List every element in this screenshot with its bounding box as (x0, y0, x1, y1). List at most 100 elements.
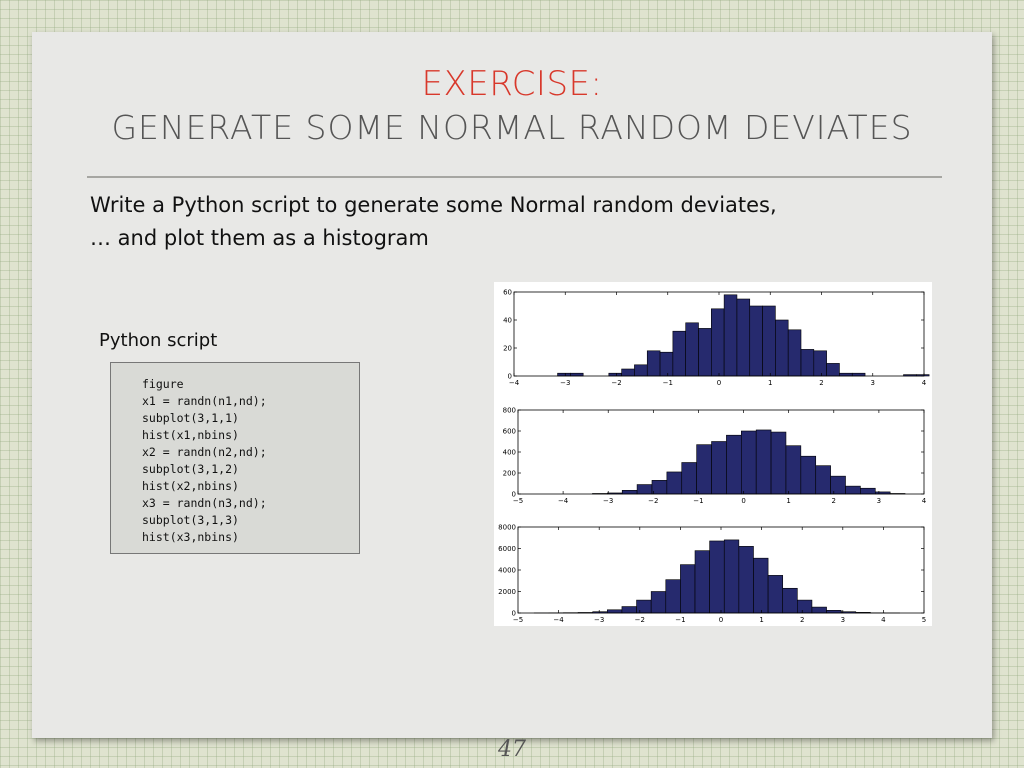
x-tick-label: 5 (922, 616, 926, 624)
code-line: figure (142, 377, 184, 391)
x-tick-label: 0 (719, 616, 723, 624)
y-tick-label: 0 (508, 373, 512, 381)
x-tick-label: −5 (513, 616, 523, 624)
histogram-bar (665, 579, 681, 614)
y-tick-label: 20 (503, 345, 512, 353)
x-tick-label: −4 (553, 616, 564, 624)
histogram-bar (815, 465, 831, 495)
x-tick-label: −1 (663, 379, 673, 387)
histogram-bar (711, 308, 725, 377)
histogram-bar (634, 364, 648, 377)
slide-title-accent: EXERCISE: (421, 64, 603, 104)
histogram-bar (666, 471, 683, 495)
x-tick-label: −2 (635, 616, 645, 624)
histogram-figure: −4 −3 −2 −1 0 1 2 3 4 0 20 40 60 −5 −4 −3 −2 −1 0 1 2 3 4 0 200 4… (494, 282, 932, 626)
histogram-bar (741, 430, 757, 495)
x-tick-label: 1 (759, 616, 763, 624)
histogram-bar (762, 305, 776, 377)
histogram-bar (800, 349, 815, 377)
body-text-line-2: … and plot them as a histogram (90, 226, 429, 250)
code-line: subplot(3,1,2) (142, 462, 239, 476)
code-line: hist(x1,nbins) (142, 428, 239, 442)
x-tick-label: 0 (741, 497, 745, 505)
histogram-bar (711, 441, 727, 495)
x-tick-label: −2 (648, 497, 658, 505)
x-tick-label: −3 (603, 497, 613, 505)
histogram-bar (650, 591, 667, 614)
histogram-bar (723, 539, 740, 614)
x-tick-label: −4 (509, 379, 520, 387)
histogram-bar (709, 540, 725, 614)
histogram-bar (860, 487, 876, 495)
histogram-bar (770, 431, 787, 495)
histogram-bar (607, 609, 623, 614)
histogram-bar (785, 445, 802, 495)
histogram-bar (621, 490, 638, 495)
title-divider (87, 176, 942, 178)
y-tick-label: 800 (503, 407, 516, 415)
histogram-bar (782, 587, 798, 614)
histogram-bar (726, 434, 742, 495)
y-tick-label: 4000 (498, 567, 516, 575)
y-tick-label: 600 (503, 428, 516, 436)
body-text-line-1: Write a Python script to generate some N… (90, 193, 777, 217)
histogram-bar (694, 550, 710, 614)
histogram-bar (753, 557, 769, 614)
y-tick-label: 2000 (498, 588, 516, 596)
histogram-bar (736, 298, 751, 377)
x-tick-label: 4 (922, 379, 927, 387)
x-tick-label: 0 (717, 379, 721, 387)
histogram-bar (681, 462, 697, 495)
histogram-bar (813, 350, 827, 377)
histogram-bar (621, 368, 635, 377)
x-tick-label: 3 (877, 497, 881, 505)
y-tick-label: 40 (503, 317, 512, 325)
histogram-bar (651, 480, 668, 495)
code-line: subplot(3,1,3) (142, 513, 239, 527)
x-tick-label: 4 (922, 497, 927, 505)
page-number: 47 (498, 737, 526, 762)
histogram-bar (845, 485, 861, 495)
x-tick-label: −5 (513, 497, 523, 505)
histogram-bar (830, 475, 846, 495)
x-tick-label: −2 (611, 379, 621, 387)
x-tick-label: 2 (832, 497, 836, 505)
x-tick-label: 2 (819, 379, 823, 387)
histogram-bar (839, 372, 853, 377)
x-tick-label: 2 (800, 616, 804, 624)
histogram-bar (685, 322, 699, 377)
y-tick-label: 200 (503, 470, 516, 478)
histogram-bar (826, 610, 842, 614)
x-tick-label: 3 (871, 379, 875, 387)
histogram-bar (621, 606, 637, 614)
y-tick-label: 6000 (498, 545, 516, 553)
slide-title: GENERATE SOME NORMAL RANDOM DEVIATES (111, 108, 913, 147)
code-line: hist(x2,nbins) (142, 479, 239, 493)
code-line: subplot(3,1,1) (142, 411, 239, 425)
histogram-bar (826, 363, 840, 377)
x-tick-label: −3 (560, 379, 570, 387)
y-tick-label: 400 (503, 449, 516, 457)
histogram-bar (787, 329, 802, 377)
histogram-bar (775, 319, 789, 377)
x-tick-label: 4 (881, 616, 886, 624)
script-label: Python script (99, 330, 218, 351)
histogram-bar (680, 564, 696, 614)
slide: EXERCISE: GENERATE SOME NORMAL RANDOM DE… (32, 32, 992, 762)
x-tick-label: −4 (558, 497, 569, 505)
histogram-bar (749, 305, 763, 377)
code-line: x1 = randn(n1,nd); (142, 394, 267, 408)
histogram-bar (672, 330, 686, 377)
code-line: hist(x3,nbins) (142, 530, 239, 544)
histogram-bar (811, 606, 827, 614)
y-tick-label: 8000 (498, 524, 516, 532)
x-tick-label: 1 (768, 379, 772, 387)
x-tick-label: 3 (841, 616, 845, 624)
histogram-bar (755, 429, 772, 495)
histogram-bar (851, 372, 866, 377)
code-line: x2 = randn(n2,nd); (142, 445, 267, 459)
histogram-bar (767, 575, 784, 614)
histogram-bar (608, 372, 622, 377)
histogram-bar (797, 599, 813, 614)
